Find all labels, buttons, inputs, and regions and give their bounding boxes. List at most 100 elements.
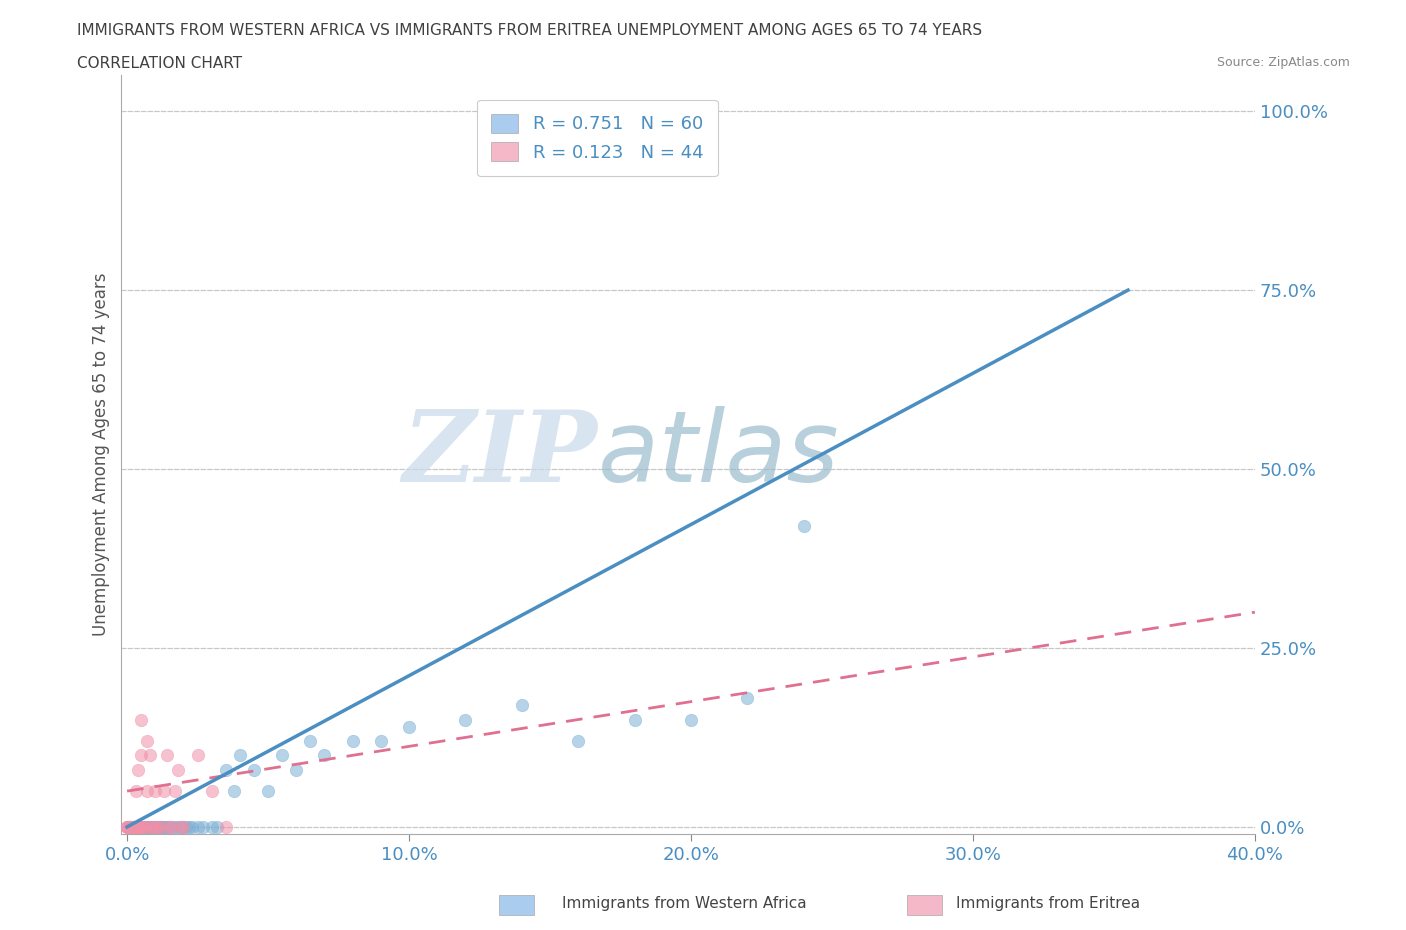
Point — [181, 819, 204, 834]
Point — [132, 819, 155, 834]
Point — [129, 712, 152, 727]
Point — [224, 784, 246, 799]
Point — [169, 819, 191, 834]
Point — [132, 819, 155, 834]
Point — [207, 819, 229, 834]
Point — [135, 819, 157, 834]
Point — [215, 763, 238, 777]
Point — [124, 819, 146, 834]
Text: ZIP: ZIP — [402, 406, 598, 503]
Point — [567, 734, 589, 749]
Point — [121, 819, 143, 834]
Point — [149, 819, 172, 834]
Point — [187, 748, 209, 763]
Point — [132, 819, 155, 834]
Point — [172, 819, 194, 834]
Point — [135, 734, 157, 749]
Point — [163, 784, 186, 799]
Point — [127, 763, 149, 777]
Point — [152, 784, 174, 799]
Point — [160, 819, 183, 834]
Point — [793, 519, 815, 534]
Point — [129, 819, 152, 834]
Point — [121, 819, 143, 834]
Point — [138, 819, 160, 834]
Point — [127, 819, 149, 834]
Point — [157, 819, 180, 834]
Point — [118, 819, 141, 834]
Point — [342, 734, 364, 749]
Point — [121, 819, 143, 834]
Point — [243, 763, 266, 777]
Point — [124, 784, 146, 799]
Point — [737, 691, 759, 706]
Point — [166, 819, 188, 834]
Point — [129, 819, 152, 834]
Point — [454, 712, 477, 727]
Point — [124, 819, 146, 834]
Point — [115, 819, 138, 834]
Point — [314, 748, 336, 763]
Point — [124, 819, 146, 834]
Point — [118, 819, 141, 834]
Point — [152, 819, 174, 834]
Point — [257, 784, 280, 799]
Point — [121, 819, 143, 834]
Point — [141, 819, 163, 834]
Point — [118, 819, 141, 834]
Text: IMMIGRANTS FROM WESTERN AFRICA VS IMMIGRANTS FROM ERITREA UNEMPLOYMENT AMONG AGE: IMMIGRANTS FROM WESTERN AFRICA VS IMMIGR… — [77, 23, 983, 38]
Text: Immigrants from Eritrea: Immigrants from Eritrea — [956, 897, 1140, 911]
Point — [155, 748, 177, 763]
Text: CORRELATION CHART: CORRELATION CHART — [77, 56, 242, 71]
Point — [115, 819, 138, 834]
Text: Source: ZipAtlas.com: Source: ZipAtlas.com — [1216, 56, 1350, 69]
Point — [146, 819, 169, 834]
Point — [179, 819, 201, 834]
Point — [143, 819, 166, 834]
Point — [285, 763, 308, 777]
Point — [510, 698, 533, 712]
Point — [679, 712, 702, 727]
Point — [124, 819, 146, 834]
Point — [138, 819, 160, 834]
Point — [172, 819, 194, 834]
Point — [127, 819, 149, 834]
Point — [215, 819, 238, 834]
Text: atlas: atlas — [598, 406, 839, 503]
Point — [187, 819, 209, 834]
Point — [132, 819, 155, 834]
Point — [299, 734, 322, 749]
Point — [138, 748, 160, 763]
Point — [166, 763, 188, 777]
Point — [141, 819, 163, 834]
Point — [149, 819, 172, 834]
Text: Immigrants from Western Africa: Immigrants from Western Africa — [562, 897, 807, 911]
Point — [146, 819, 169, 834]
Point — [143, 819, 166, 834]
Point — [271, 748, 294, 763]
Point — [155, 819, 177, 834]
Point — [121, 819, 143, 834]
Point — [127, 819, 149, 834]
Point — [152, 819, 174, 834]
Point — [124, 819, 146, 834]
Point — [163, 819, 186, 834]
Point — [118, 819, 141, 834]
Point — [121, 819, 143, 834]
Point — [193, 819, 215, 834]
Point — [146, 819, 169, 834]
Point — [141, 819, 163, 834]
Point — [127, 819, 149, 834]
Point — [160, 819, 183, 834]
Point — [370, 734, 392, 749]
Point — [398, 719, 420, 734]
Point — [129, 748, 152, 763]
Point — [118, 819, 141, 834]
Point — [138, 819, 160, 834]
Point — [201, 819, 224, 834]
Point — [174, 819, 197, 834]
Point — [201, 784, 224, 799]
Point — [129, 819, 152, 834]
Legend: R = 0.751   N = 60, R = 0.123   N = 44: R = 0.751 N = 60, R = 0.123 N = 44 — [477, 100, 718, 177]
Point — [127, 819, 149, 834]
